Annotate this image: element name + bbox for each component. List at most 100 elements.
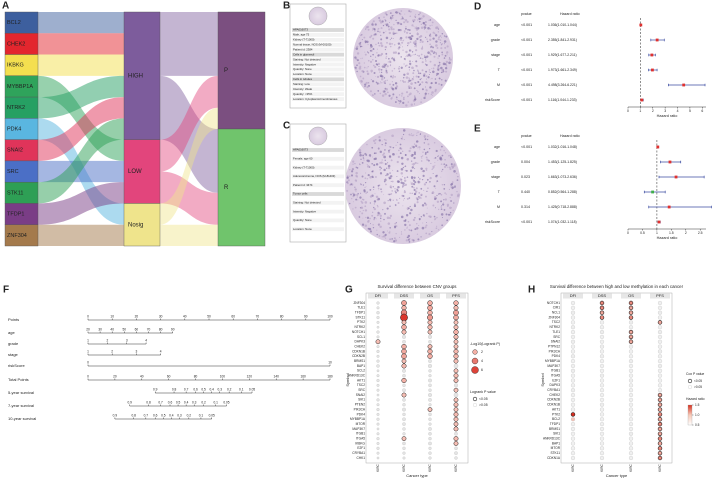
tissue-cell	[405, 31, 409, 34]
row-label: CRYBA1	[547, 388, 560, 392]
row-label: TLE1	[357, 306, 365, 310]
scale-label: 10	[328, 360, 332, 364]
bubble	[401, 319, 407, 325]
tissue-cell	[427, 26, 430, 30]
bubble	[657, 305, 663, 310]
tissue-cell	[377, 148, 380, 150]
tissue-cell	[406, 158, 410, 161]
tissue-cell	[426, 207, 428, 209]
tissue-cell	[440, 206, 443, 208]
tissue-cell	[433, 158, 435, 159]
tissue-cell	[359, 34, 362, 37]
flow	[38, 54, 124, 76]
tissue-cell	[376, 204, 379, 207]
bubble	[570, 441, 576, 446]
tissue-cell	[434, 157, 437, 159]
tissue-cell	[352, 192, 354, 194]
tissue-cell	[409, 15, 412, 18]
tissue-cell	[410, 82, 413, 85]
tissue-cell	[444, 159, 446, 161]
bubble	[657, 455, 663, 461]
tissue-cell	[422, 22, 425, 25]
tissue-cell	[445, 193, 447, 195]
tissue-cell	[440, 176, 442, 178]
tissue-cell	[405, 26, 407, 28]
legend-symbol	[687, 378, 693, 384]
hr-point	[667, 205, 671, 209]
tissue-cell	[381, 236, 384, 238]
tissue-cell	[399, 197, 401, 199]
tissue-cell	[395, 85, 399, 88]
panel-letter: A	[2, 1, 9, 12]
bubble	[599, 330, 605, 335]
bubble	[427, 300, 433, 306]
tissue-cell	[367, 72, 369, 74]
bubble	[657, 421, 663, 427]
tissue-cell	[440, 193, 443, 196]
tissue-cell	[392, 186, 394, 188]
tissue-cell	[413, 19, 416, 22]
tissue-cell	[448, 166, 451, 169]
panel-title: Survival difference between high and low…	[550, 284, 684, 289]
tissue-cell	[440, 163, 443, 165]
tissue-cell	[425, 232, 428, 235]
x-tick-label: KIRC	[600, 463, 604, 471]
tissue-cell	[416, 227, 418, 230]
card-row	[292, 82, 344, 87]
tissue-cell	[377, 211, 380, 215]
bubble	[453, 300, 459, 306]
tissue-cell	[414, 96, 416, 99]
tissue-cell	[444, 54, 447, 57]
scale-label: 60	[231, 314, 235, 318]
bubble	[657, 417, 663, 422]
tissue-cell	[404, 153, 407, 156]
tissue-cell	[433, 215, 436, 218]
tissue-cell	[443, 163, 446, 166]
tissue-cell	[426, 178, 429, 181]
bubble	[599, 310, 605, 315]
bubble	[401, 436, 407, 441]
row-label: 10-year survival	[8, 416, 36, 421]
card-text: Staining: Not detected	[293, 57, 321, 61]
flow	[38, 75, 124, 119]
tissue-cell	[428, 69, 431, 71]
tissue-cell	[450, 186, 452, 187]
tissue-cell	[426, 81, 429, 84]
bubble	[599, 373, 605, 378]
tissue-cell	[409, 41, 412, 43]
tissue-cell	[365, 185, 367, 187]
bubble	[402, 373, 406, 378]
bubble	[628, 388, 634, 393]
bubble	[657, 426, 663, 432]
bubble	[427, 344, 433, 349]
tissue-cell	[427, 80, 429, 82]
tissue-cell	[356, 45, 359, 48]
tissue-cell	[421, 69, 424, 72]
tissue-cell	[404, 169, 407, 172]
tissue-cell	[445, 53, 447, 55]
tissue-cell	[424, 138, 427, 141]
tissue-cell	[373, 216, 376, 219]
tissue-cell	[429, 180, 431, 183]
tissue-cell	[417, 69, 419, 71]
tissue-cell	[429, 34, 431, 36]
tissue-cell	[383, 218, 385, 221]
bubble	[657, 315, 663, 320]
flow	[160, 224, 218, 246]
bubble	[570, 455, 576, 461]
card-row	[292, 57, 344, 62]
scale-label: 100	[327, 314, 333, 318]
tissue-cell	[429, 60, 432, 63]
scale-label: 0.5	[176, 400, 181, 404]
tissue-cell	[431, 50, 434, 53]
tissue-cell	[395, 222, 397, 224]
bubble	[428, 441, 432, 446]
tissue-cell	[369, 47, 371, 49]
tissue-cell	[404, 58, 406, 61]
bubble	[570, 426, 576, 431]
tissue-cell	[369, 195, 373, 198]
tissue-cell	[404, 81, 407, 83]
bubble	[628, 368, 634, 373]
tissue-cell	[408, 197, 411, 199]
